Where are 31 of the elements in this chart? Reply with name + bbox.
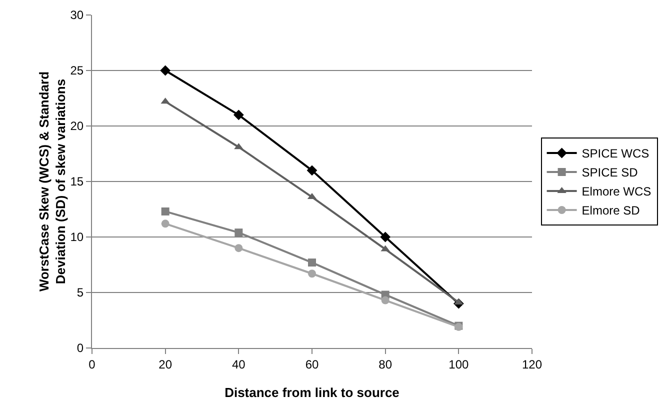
point [381,296,390,304]
y-tick-label: 20 [70,119,84,134]
point [308,258,316,267]
x-tick-label: 100 [448,357,469,372]
point [308,270,316,278]
point [234,228,243,237]
y-tick-label: 5 [76,286,84,300]
x-tick-label: 20 [158,357,172,372]
x-tick-label: 60 [305,357,319,372]
point [234,244,243,252]
y-tick-label: 15 [70,174,84,189]
point [161,207,170,216]
y-tick-label: 10 [70,230,84,244]
point [161,220,170,228]
x-tick-label: 80 [378,357,392,372]
y-axis-title: WorstCase Skew (WCS) & Standard Deviation (SD) of skew variations [36,71,68,292]
point [233,110,244,120]
y-tick-label: 30 [70,8,84,22]
y-tick-label: 0 [76,341,84,356]
point [380,232,391,242]
x-tick-label: 120 [522,357,542,372]
point [160,65,171,76]
legend-label: SPICE SD [582,166,638,180]
y-tick-label: 25 [70,64,84,78]
point [306,165,318,176]
legend-label: Elmore WCS [582,184,652,199]
x-axis-title: Distance from link to source [224,385,400,400]
legend-label: SPICE WCS [582,146,650,161]
x-tick-label: 40 [232,357,246,372]
x-tick-label: 0 [88,357,96,372]
legend-label: Elmore SD [582,204,640,218]
